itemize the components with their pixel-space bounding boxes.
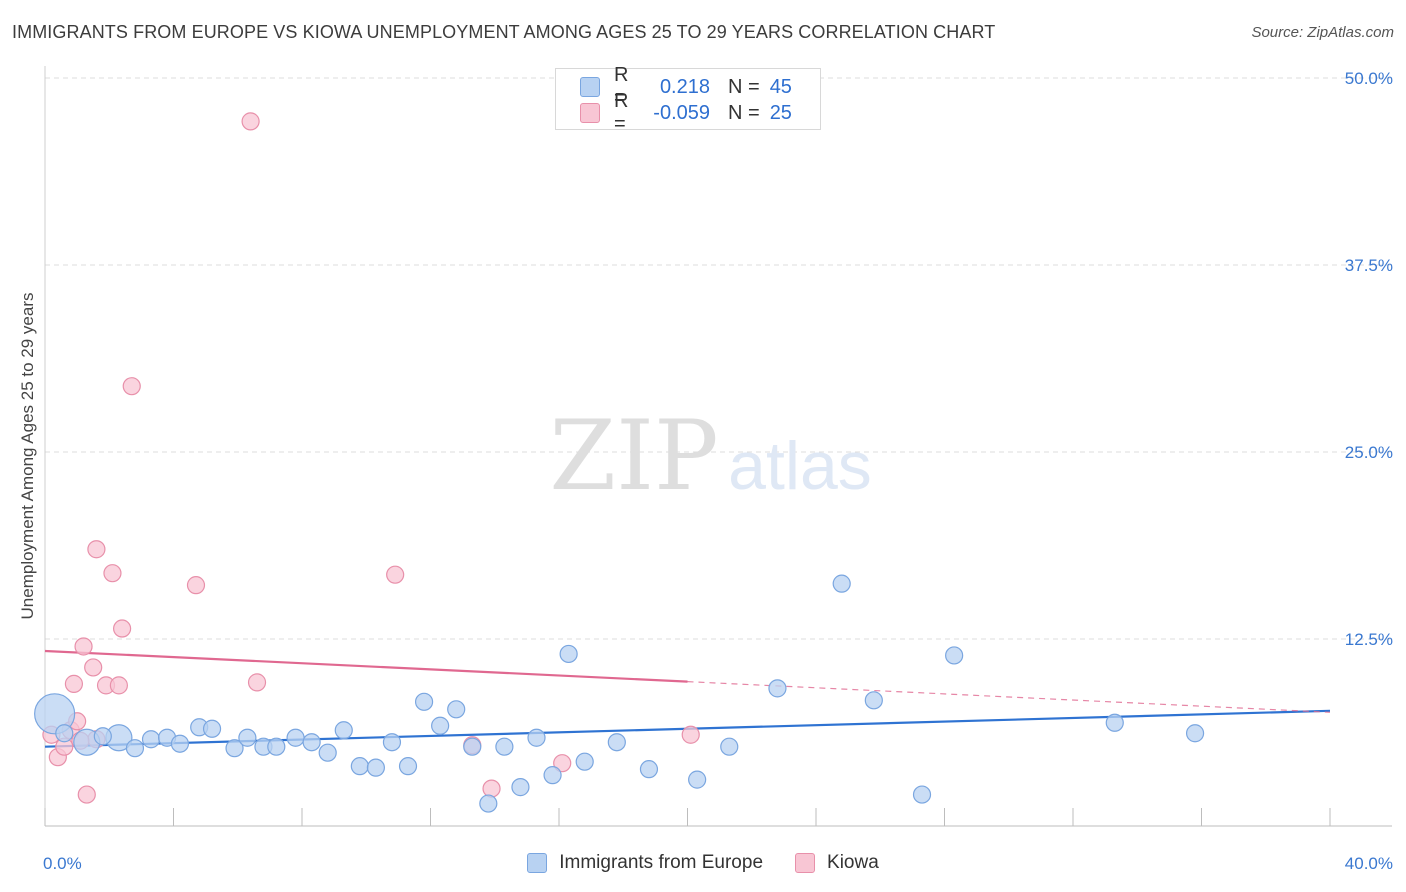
chart-title: IMMIGRANTS FROM EUROPE VS KIOWA UNEMPLOY… <box>12 22 996 42</box>
legend-r-value: -0.059 <box>653 101 710 124</box>
legend-label-europe: Immigrants from Europe <box>559 852 764 873</box>
europe-point <box>479 794 498 813</box>
kiowa-point <box>109 676 128 695</box>
kiowa-trend-extension <box>687 681 1331 713</box>
tick-labels: 12.5% 25.0% 37.5% 50.0% 0.0% 40.0% <box>43 69 1393 873</box>
legend-swatch-europe <box>580 77 600 97</box>
kiowa-point <box>112 619 132 638</box>
kiowa-point <box>553 754 572 773</box>
kiowa-point <box>64 674 84 693</box>
legend-r-value: 0.218 <box>659 75 710 98</box>
europe-point <box>832 574 851 593</box>
europe-point <box>34 693 76 735</box>
europe-point <box>495 737 514 756</box>
kiowa-point <box>77 785 96 804</box>
europe-point <box>511 778 530 797</box>
europe-point <box>543 766 562 785</box>
kiowa-point <box>241 112 260 131</box>
kiowa-point <box>247 673 267 692</box>
europe-point <box>945 646 964 665</box>
correlation-legend: R = 0.218 N = 45 R = -0.059 N = 25 <box>555 64 821 135</box>
europe-point <box>688 770 707 789</box>
europe-point <box>607 733 626 752</box>
kiowa-point <box>482 779 501 798</box>
legend-item-kiowa[interactable]: Kiowa <box>795 852 879 874</box>
kiowa-point <box>103 564 122 583</box>
points-layer <box>34 112 1205 813</box>
legend-row-europe: R = 0.218 N = 45 <box>580 64 792 109</box>
grid-layer <box>45 77 1392 640</box>
watermark: ZIP atlas <box>549 400 871 512</box>
europe-point <box>202 719 222 738</box>
legend-item-europe[interactable]: Immigrants from Europe <box>527 852 763 874</box>
legend-n-value: 45 <box>769 75 792 98</box>
legend-swatch-europe <box>527 853 548 873</box>
europe-point <box>1185 724 1205 743</box>
legend-swatch-kiowa <box>795 853 816 873</box>
europe-point <box>720 737 739 756</box>
europe-point <box>382 733 402 752</box>
europe-point <box>431 716 450 735</box>
europe-point <box>302 733 321 752</box>
europe-point <box>639 760 659 779</box>
europe-point <box>286 728 305 747</box>
y-tick-label: 12.5% <box>1345 630 1393 649</box>
y-tick-label: 37.5% <box>1345 256 1393 275</box>
x-tick-label: 0.0% <box>43 854 82 873</box>
europe-point <box>398 757 418 776</box>
europe-point <box>414 692 434 711</box>
europe-point <box>463 737 482 756</box>
legend-label-kiowa: Kiowa <box>827 852 879 873</box>
legend-r-label: R = <box>614 90 629 135</box>
europe-point <box>768 679 787 698</box>
europe-point <box>238 728 257 747</box>
europe-point <box>93 727 112 746</box>
europe-point <box>225 739 244 758</box>
legend-r-label: R = <box>614 64 629 109</box>
europe-point <box>267 737 286 756</box>
kiowa-trend-line <box>44 649 688 683</box>
y-tick-label: 50.0% <box>1345 69 1393 88</box>
europe-point <box>141 730 161 749</box>
watermark-atlas: atlas <box>728 428 872 504</box>
europe-point <box>125 739 145 758</box>
kiowa-point <box>87 540 106 559</box>
kiowa-point <box>186 576 206 595</box>
kiowa-point <box>122 377 141 396</box>
europe-point <box>864 691 883 710</box>
europe-point <box>912 785 932 804</box>
europe-point <box>447 700 466 719</box>
europe-point <box>1105 713 1124 732</box>
europe-point <box>318 743 337 762</box>
y-tick-label: 25.0% <box>1345 443 1393 462</box>
kiowa-point <box>681 725 700 744</box>
legend-row-kiowa: R = -0.059 N = 25 <box>580 90 792 135</box>
watermark-zip: ZIP <box>549 400 718 512</box>
legend-n-label: N = <box>728 75 760 98</box>
europe-point <box>527 728 546 747</box>
europe-point <box>350 757 369 776</box>
europe-point <box>334 721 353 740</box>
source-label: Source: ZipAtlas.com <box>1251 24 1394 41</box>
kiowa-point <box>84 658 103 677</box>
europe-point <box>559 644 578 664</box>
europe-point <box>366 758 385 777</box>
legend-n-value: 25 <box>769 101 792 124</box>
europe-point <box>55 724 74 743</box>
europe-point <box>575 752 594 771</box>
x-tick-label: 40.0% <box>1345 854 1393 873</box>
series-legend: Immigrants from Europe Kiowa <box>0 852 1406 874</box>
legend-swatch-kiowa <box>580 103 600 123</box>
kiowa-point <box>386 565 405 584</box>
kiowa-point <box>74 637 93 656</box>
legend-n-label: N = <box>728 101 760 124</box>
europe-point <box>170 734 190 753</box>
